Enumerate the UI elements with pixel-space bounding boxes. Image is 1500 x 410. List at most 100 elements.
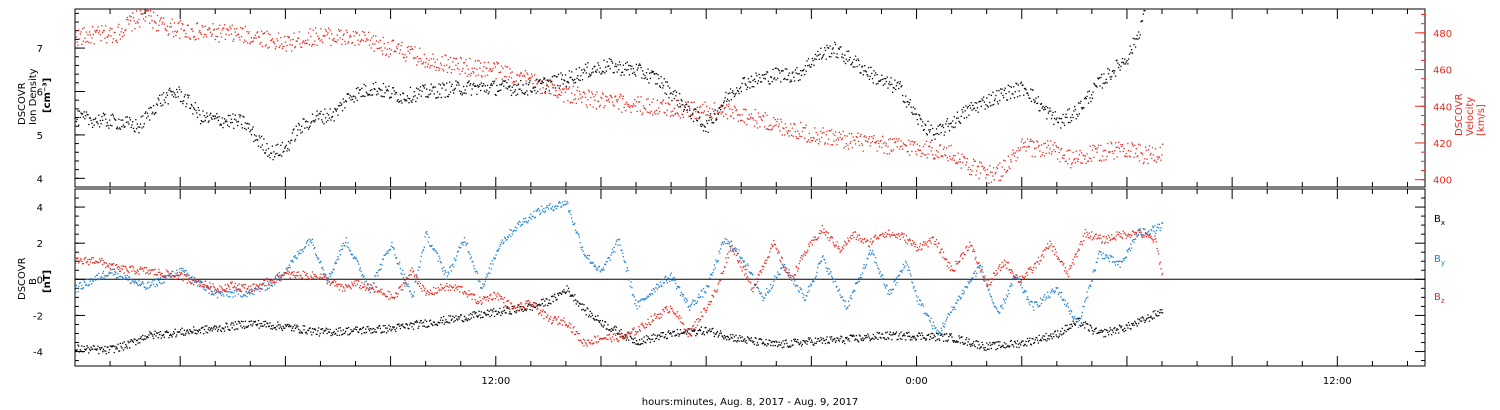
bx-point-181 — [214, 328, 216, 330]
velocity-point-762 — [662, 99, 665, 101]
density-point-1153 — [964, 110, 966, 112]
bx-point-215 — [240, 320, 243, 322]
velocity-point-1380 — [1139, 144, 1141, 146]
velocity-point-13 — [85, 41, 87, 43]
velocity-point-1233 — [1026, 146, 1028, 148]
by-point-181 — [214, 292, 216, 295]
velocity-point-164 — [201, 25, 203, 27]
velocity-point-1310 — [1085, 162, 1087, 164]
density-point-223 — [247, 122, 249, 125]
bx-point-1227 — [1021, 340, 1023, 342]
velocity-point-632 — [562, 88, 564, 91]
density-point-126 — [172, 91, 174, 93]
density-point-907 — [774, 67, 776, 69]
velocity-point-1383 — [1141, 153, 1144, 155]
density-point-656 — [581, 69, 583, 71]
by-point-487 — [450, 270, 452, 272]
density-point-398 — [382, 95, 384, 98]
density-point-78 — [135, 119, 137, 121]
density-point-64 — [124, 126, 126, 128]
density-point-1096 — [920, 118, 922, 121]
density-point-674 — [594, 70, 597, 72]
velocity-point-40 — [105, 42, 108, 44]
velocity-point-926 — [789, 130, 791, 132]
bx-point-847 — [728, 339, 730, 341]
bx-point-975 — [827, 342, 829, 344]
by-point-153 — [193, 279, 195, 282]
density-point-979 — [830, 56, 832, 58]
velocity-point-233 — [254, 34, 257, 37]
velocity-point-345 — [341, 43, 343, 45]
velocity-point-72 — [130, 16, 132, 18]
density-point-1362 — [1125, 61, 1127, 63]
by-point-374 — [363, 275, 365, 277]
velocity-point-359 — [351, 42, 354, 44]
bx-point-735 — [642, 343, 644, 345]
velocity-point-1244 — [1034, 156, 1036, 158]
velocity-point-836 — [719, 106, 722, 108]
bx-point-957 — [813, 344, 815, 346]
bx-point-1328 — [1099, 329, 1101, 332]
density-point-23 — [92, 119, 95, 121]
velocity-point-356 — [349, 34, 351, 36]
by-point-230 — [252, 289, 254, 291]
density-point-1142 — [955, 117, 958, 119]
by-point-553 — [501, 239, 503, 241]
bx-point-1083 — [910, 336, 912, 339]
velocity-point-959 — [814, 140, 817, 142]
velocity-point-844 — [726, 104, 728, 106]
velocity-point-299 — [305, 42, 307, 44]
density-point-601 — [538, 79, 540, 82]
bx-point-1277 — [1060, 330, 1062, 332]
density-point-839 — [722, 104, 724, 107]
density-point-689 — [606, 61, 608, 63]
bx-point-1109 — [930, 332, 932, 335]
bx-point-1343 — [1111, 333, 1113, 336]
density-point-927 — [790, 79, 792, 81]
density-point-319 — [321, 119, 323, 121]
velocity-point-950 — [807, 139, 810, 141]
density-point-1147 — [959, 122, 962, 124]
velocity-point-1261 — [1047, 144, 1050, 147]
bx-point-913 — [779, 344, 781, 346]
by-point-329 — [328, 273, 331, 275]
velocity-point-629 — [560, 94, 562, 96]
by-point-201 — [230, 291, 232, 293]
velocity-point-175 — [210, 31, 212, 34]
density-point-1013 — [856, 65, 858, 68]
velocity-point-592 — [531, 75, 533, 77]
velocity-point-1313 — [1087, 160, 1090, 162]
density-point-898 — [767, 80, 770, 82]
by-point-312 — [315, 254, 317, 257]
density-point-1055 — [888, 81, 891, 83]
velocity-point-1050 — [885, 145, 887, 147]
bx-point-72 — [130, 339, 132, 341]
density-point-44 — [108, 119, 111, 121]
bx-point-604 — [540, 299, 543, 301]
density-point-688 — [605, 70, 608, 72]
density-point-879 — [753, 86, 755, 88]
bx-point-932 — [793, 340, 796, 342]
density-point-331 — [330, 119, 332, 121]
by-point-159 — [197, 279, 199, 281]
density-point-1050 — [885, 77, 887, 80]
density-point-1354 — [1119, 69, 1121, 71]
velocity-point-746 — [650, 110, 652, 113]
density-point-406 — [388, 85, 390, 87]
velocity-point-667 — [589, 104, 591, 106]
velocity-point-69 — [128, 23, 130, 25]
density-point-462 — [431, 90, 433, 92]
velocity-point-1133 — [949, 155, 951, 158]
density-point-170 — [206, 112, 208, 114]
velocity-point-757 — [658, 111, 661, 113]
by-point-327 — [327, 281, 329, 283]
bx-point-714 — [625, 339, 628, 341]
bx-point-419 — [398, 323, 400, 325]
velocity-point-427 — [404, 53, 406, 56]
bx-point-1259 — [1046, 340, 1048, 342]
bx-point-1315 — [1089, 324, 1091, 326]
density-point-1155 — [966, 116, 968, 119]
bx-point-1032 — [871, 338, 873, 340]
velocity-point-721 — [631, 105, 633, 107]
bx-point-337 — [334, 332, 337, 335]
